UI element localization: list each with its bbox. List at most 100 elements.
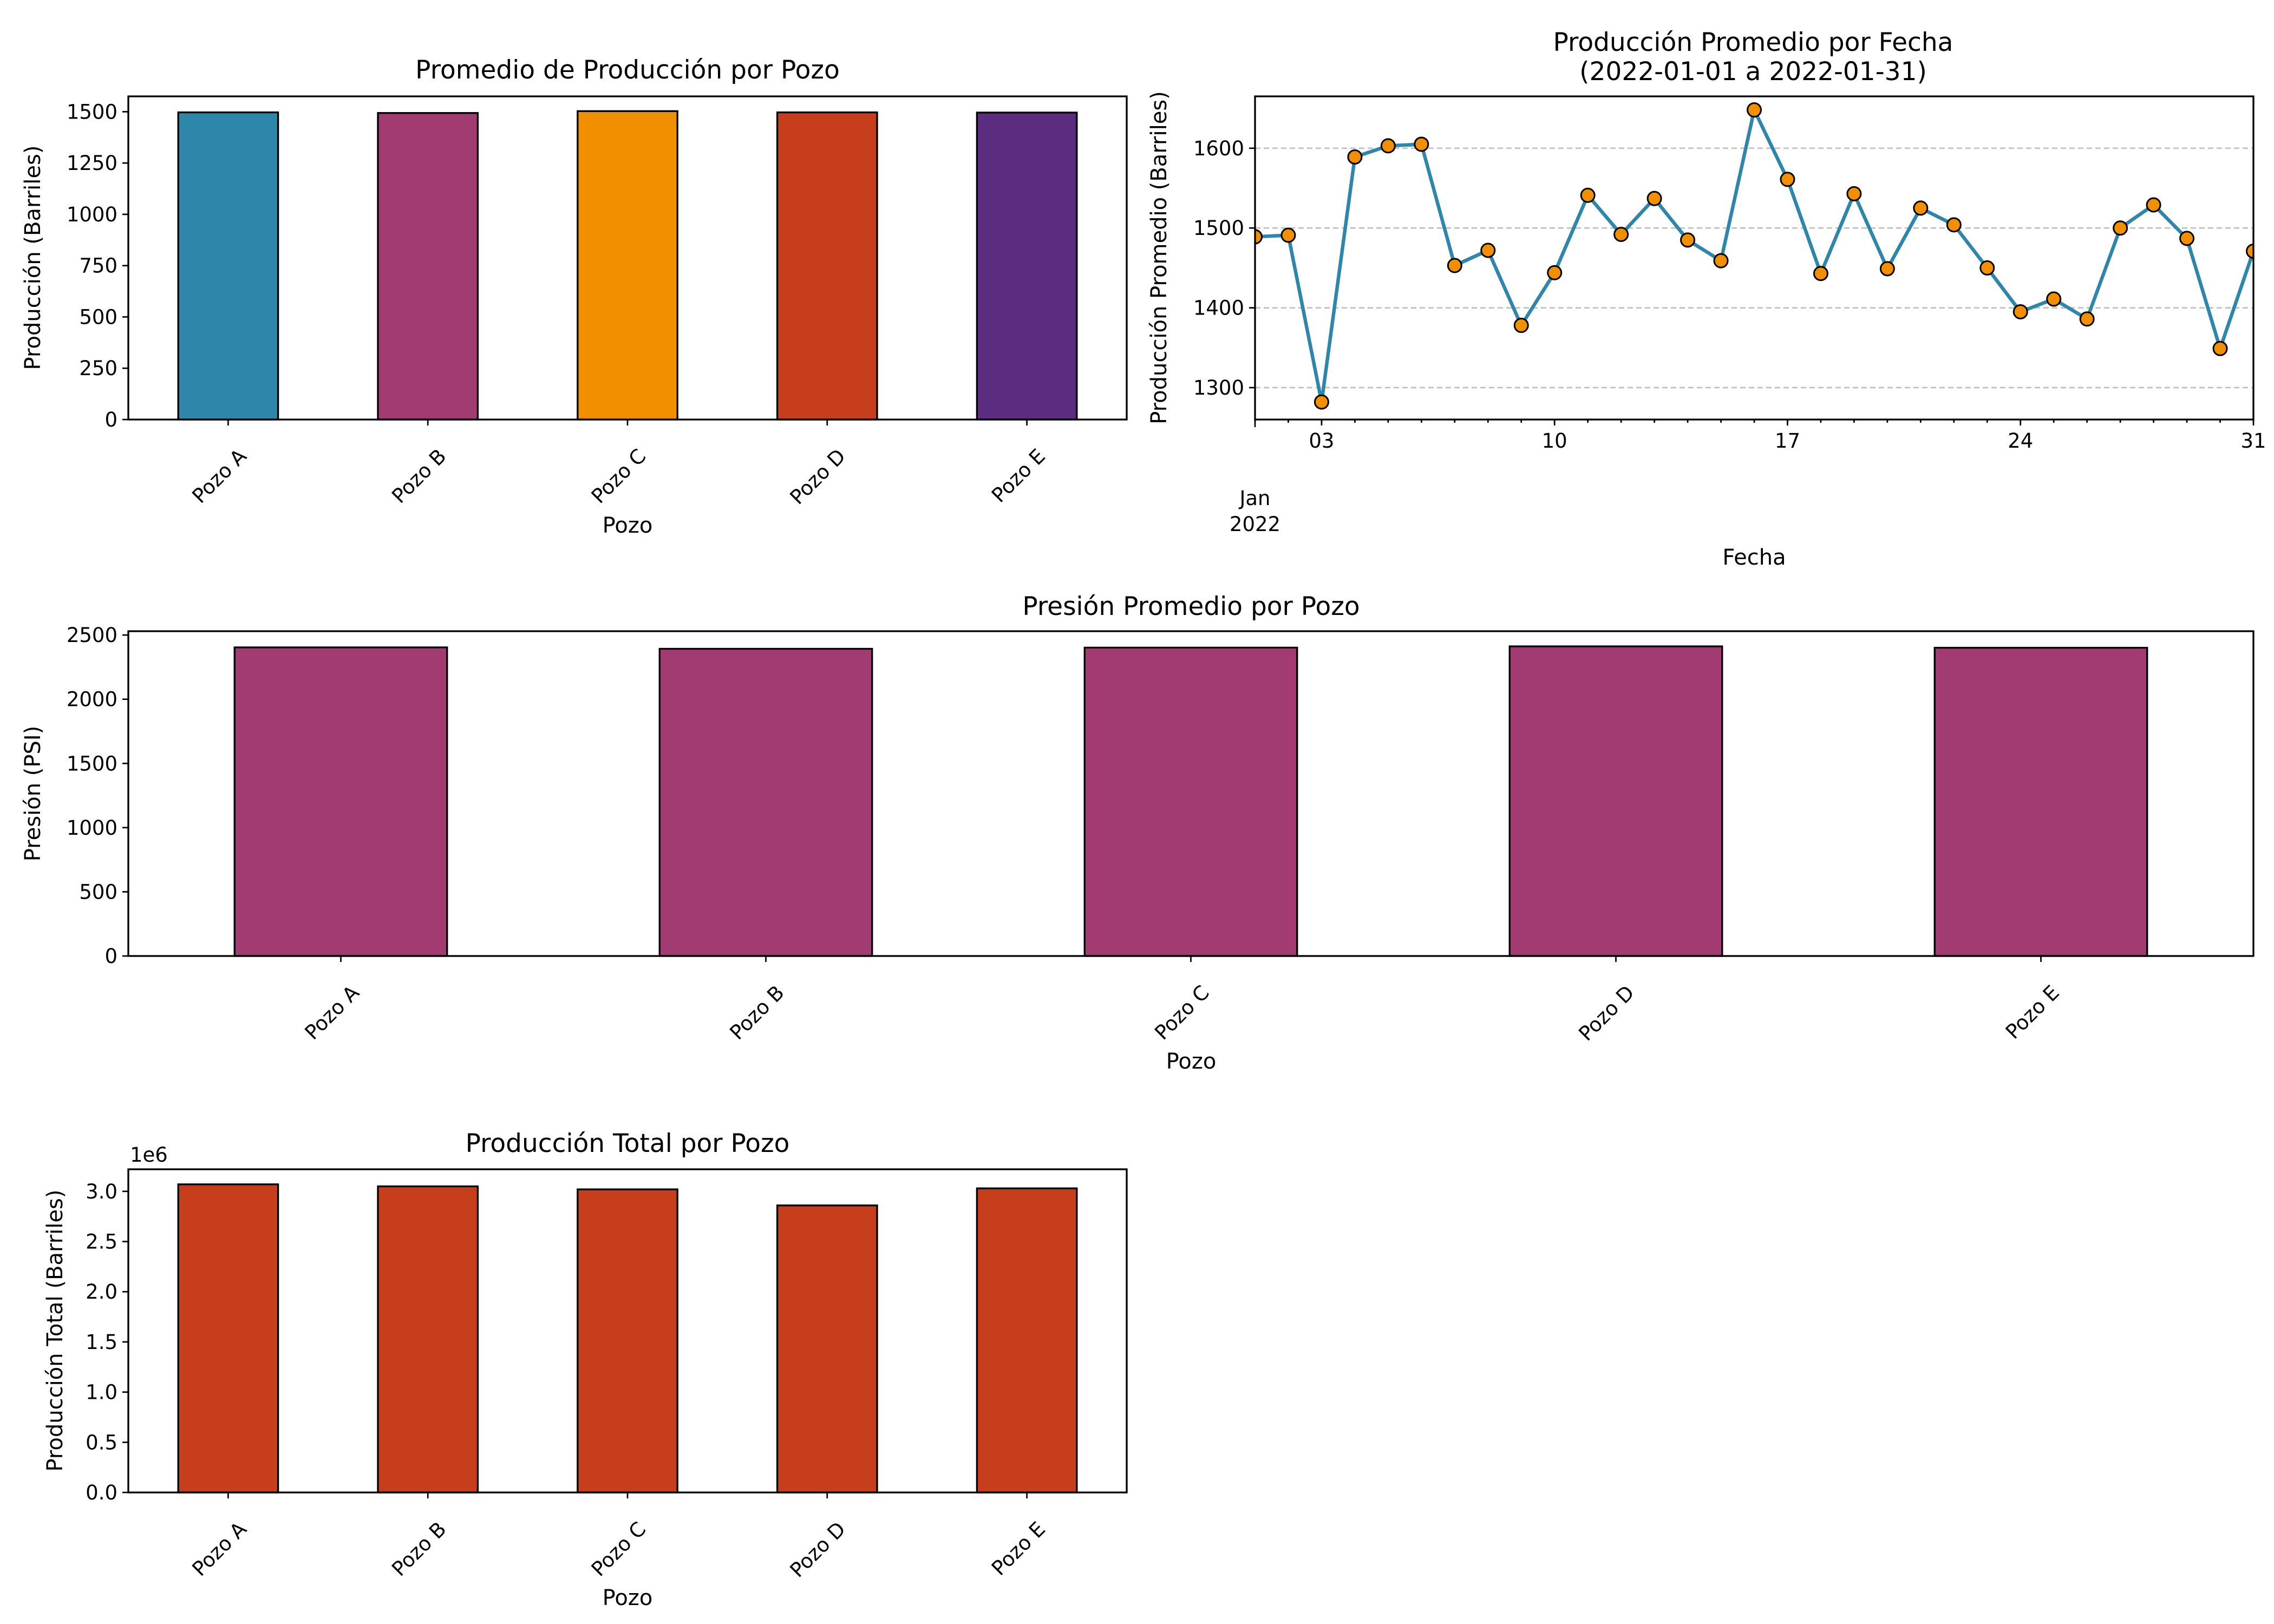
x-tick-label: Pozo E	[987, 1517, 1050, 1580]
y-tick-label: 500	[79, 880, 117, 903]
data-point	[1447, 258, 1462, 273]
x-axis-label: Pozo	[603, 513, 653, 538]
bars	[177, 110, 1078, 421]
data-point	[2179, 231, 2195, 246]
data-point	[1547, 265, 1563, 280]
data-point	[1846, 186, 1862, 201]
data-point	[2113, 220, 2128, 236]
y-grid-lines	[1255, 147, 2253, 389]
y-axis-ticks: 0.0 0.5 1.0 1.5 2.0 2.5 3.0	[86, 1180, 128, 1504]
plot-frame	[127, 1168, 1128, 1494]
data-point	[1255, 229, 1263, 245]
bar	[577, 1188, 678, 1494]
chart-subtitle: (2022-01-01 a 2022-01-31)	[1579, 57, 1927, 87]
y-tick-label: 3.0	[86, 1180, 117, 1203]
x-tick-label: Pozo A	[300, 981, 364, 1044]
y-tick-label: 0.5	[86, 1431, 117, 1454]
data-point	[2012, 304, 2028, 319]
bar	[577, 110, 678, 421]
data-point	[1414, 136, 1429, 152]
y-tick-label: 750	[79, 254, 117, 278]
bar	[976, 112, 1078, 421]
y-axis-ticks: 1300 1400 1500 1600	[1193, 137, 1255, 400]
x-tick-label: Pozo C	[587, 444, 651, 508]
chart-title: Presión Promedio por Pozo	[1022, 592, 1360, 621]
y-tick-label: 0	[104, 408, 117, 431]
x-tick-label: Pozo B	[726, 981, 789, 1044]
plot-frame	[127, 95, 1128, 421]
series-line	[1255, 108, 2253, 404]
x-tick-label: 17	[1775, 429, 1800, 453]
bar	[976, 1187, 1078, 1494]
y-tick-label: 0.0	[86, 1481, 117, 1504]
data-point	[1347, 149, 1363, 165]
y-offset-label: 1e6	[130, 1143, 168, 1167]
y-axis-ticks: 0 250 500 750 1000 1250 1500	[67, 100, 128, 431]
x-tick-label: 31	[2240, 429, 2266, 453]
data-point	[1813, 266, 1828, 281]
production-mean-chart: Promedio de Producción por Pozo 0 250 500 7…	[21, 55, 1128, 538]
bar	[233, 646, 448, 957]
x-tick-label: 24	[2008, 429, 2033, 453]
x-tick-label: Pozo E	[2001, 981, 2064, 1044]
bar	[377, 112, 479, 421]
pressure-mean-chart: Presión Promedio por Pozo 0 500 1000 1500 20…	[21, 592, 2255, 1074]
data-point	[1380, 138, 1396, 154]
x-tick-label: Pozo E	[987, 444, 1050, 507]
data-point	[1747, 102, 1762, 118]
data-point	[1946, 217, 1962, 233]
x-month-label: Jan	[1238, 487, 1270, 510]
data-point	[2079, 311, 2095, 327]
data-point	[2212, 340, 2228, 356]
x-axis-ticks: Pozo A Pozo B Pozo C Pozo D Pozo E	[300, 956, 2064, 1045]
bar	[177, 1183, 279, 1494]
y-tick-label: 1.0	[86, 1381, 117, 1404]
y-axis-label: Producción Total (Barriles)	[43, 1190, 68, 1472]
chart-title: Promedio de Producción por Pozo	[415, 55, 840, 85]
y-tick-label: 1250	[67, 152, 117, 175]
data-point	[1513, 318, 1529, 333]
y-tick-label: 1.5	[86, 1331, 117, 1354]
y-axis-label: Producción Promedio (Barriles)	[1147, 91, 1172, 424]
x-axis-label: Fecha	[1722, 545, 1786, 570]
data-point	[1480, 243, 1496, 258]
y-tick-label: 2.0	[86, 1280, 117, 1304]
x-tick-label: Pozo B	[387, 444, 450, 508]
y-tick-label: 1000	[67, 816, 117, 840]
x-tick-label: Pozo C	[587, 1517, 651, 1581]
x-axis-ticks: Pozo A Pozo B Pozo C Pozo D Pozo E	[188, 420, 1050, 509]
data-point	[1913, 200, 1929, 216]
x-axis-ticks: Pozo A Pozo B Pozo C Pozo D Pozo E	[188, 1492, 1050, 1582]
series-clipped	[1255, 102, 2253, 410]
bars	[177, 1183, 1078, 1494]
data-point	[1314, 394, 1329, 410]
y-tick-label: 0	[104, 945, 117, 968]
data-point	[1780, 172, 1795, 187]
x-tick-label: Pozo D	[786, 444, 850, 509]
y-tick-label: 1400	[1193, 297, 1244, 320]
y-tick-label: 1300	[1193, 376, 1244, 400]
data-point	[1613, 227, 1629, 243]
x-tick-label: Pozo A	[188, 1517, 251, 1581]
data-point	[1879, 261, 1895, 277]
x-tick-label: Pozo D	[786, 1517, 850, 1582]
bars	[233, 645, 2148, 957]
bar	[776, 1204, 878, 1494]
data-point	[1979, 260, 1995, 276]
y-tick-label: 250	[79, 357, 117, 380]
plot-frame	[127, 630, 2255, 957]
y-tick-label: 2500	[67, 624, 117, 647]
y-tick-label: 1000	[67, 203, 117, 226]
plot-frame	[1254, 95, 2255, 421]
y-tick-label: 1500	[1193, 217, 1244, 240]
x-axis-label: Pozo	[1166, 1049, 1217, 1074]
data-point	[2246, 243, 2253, 259]
y-axis-label: Producción (Barriles)	[21, 146, 45, 370]
x-tick-label: 10	[1542, 429, 1567, 453]
bar	[1933, 646, 2148, 957]
data-point	[2146, 197, 2161, 213]
bar	[377, 1185, 479, 1494]
data-point	[2046, 291, 2062, 307]
production-by-date-chart: Producción Promedio por Fecha (2022-01-0…	[1147, 28, 2266, 570]
